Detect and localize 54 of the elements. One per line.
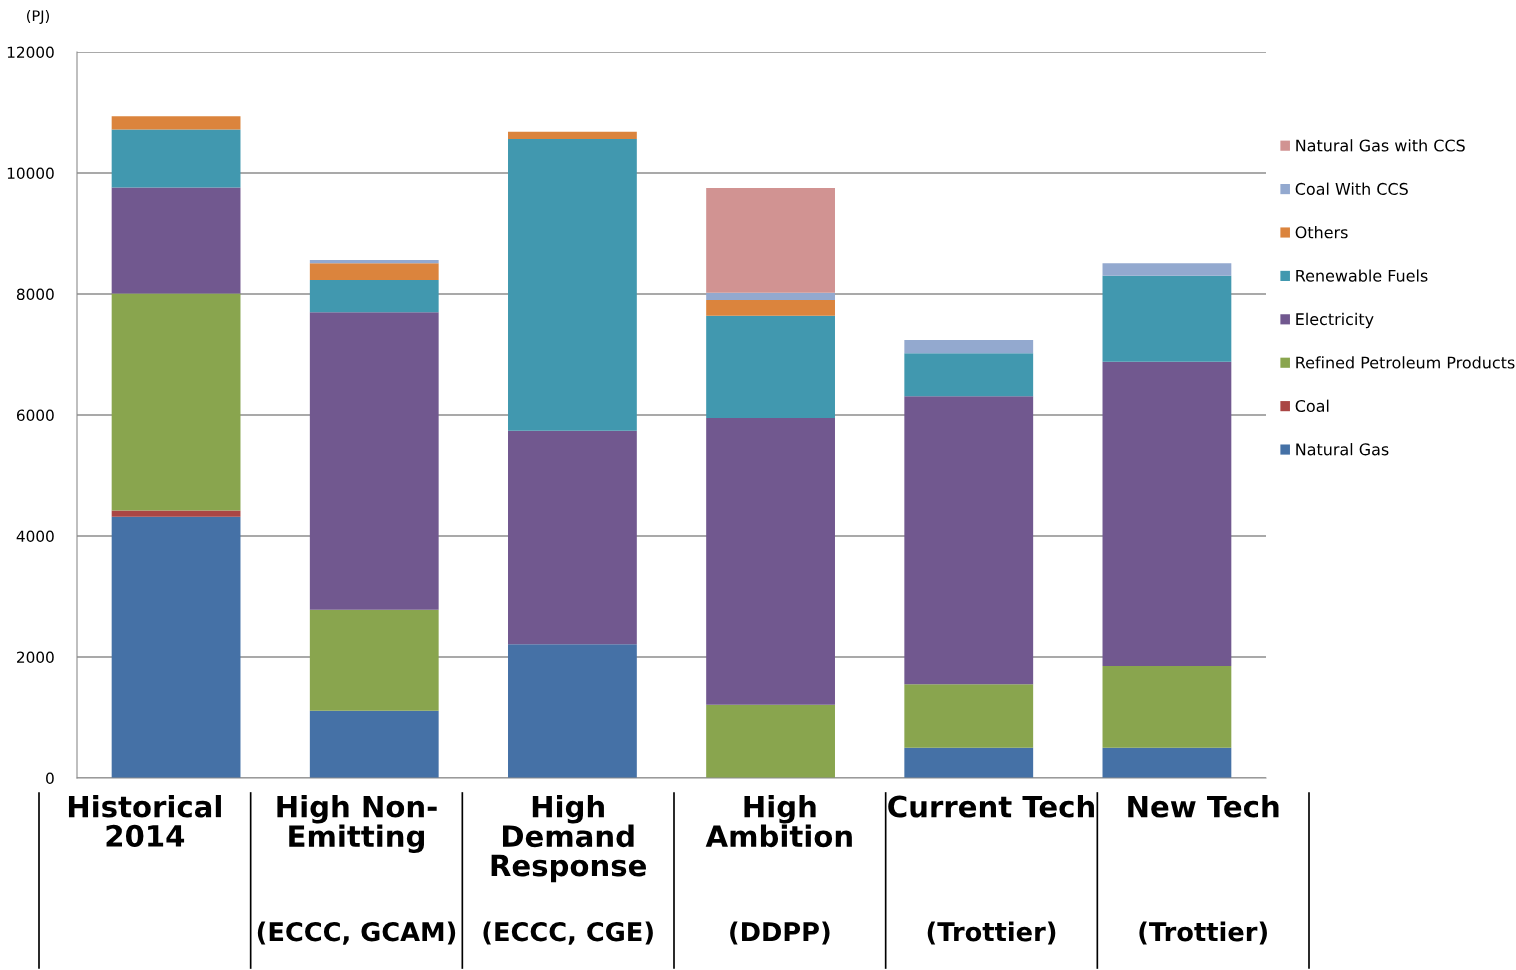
bar	[1102, 361, 1232, 667]
y-tick-label: 0	[46, 772, 54, 785]
y-tick-label: 6000	[16, 409, 54, 422]
bar	[309, 710, 439, 778]
bar	[904, 353, 1034, 397]
y-tick-label: 10000	[7, 167, 54, 180]
legend-label: Electricity	[1296, 312, 1374, 329]
bar	[111, 187, 241, 294]
bar	[1102, 263, 1232, 276]
category-label: High Non- Emitting (ECCC, GCAM)	[257, 795, 456, 945]
bar	[706, 188, 835, 293]
bar	[1102, 747, 1232, 778]
bar	[309, 263, 439, 281]
y-tick-label: 4000	[16, 530, 54, 543]
bar	[508, 430, 637, 645]
legend-label: Renewable Fuels	[1296, 269, 1428, 282]
category-label: Current Tech (Trottier)	[888, 795, 1094, 945]
bar	[904, 396, 1034, 685]
category-label: High Ambition (DDPP)	[705, 795, 852, 945]
legend-label: Natural Gas	[1296, 443, 1389, 456]
bar	[706, 292, 835, 301]
legend-label: Coal With CCS	[1295, 182, 1408, 195]
bar	[111, 510, 241, 517]
bar	[111, 516, 241, 778]
y-tick-label: 8000	[16, 288, 54, 301]
bar	[508, 644, 637, 778]
bar	[508, 139, 637, 431]
bar	[706, 300, 835, 316]
bar	[111, 129, 241, 188]
category-label: High Demand Response (ECCC, CGE)	[483, 795, 653, 945]
bar	[309, 312, 439, 610]
x-tick-label: Historical 2014	[68, 795, 221, 847]
bar	[1102, 275, 1232, 362]
bar	[309, 260, 439, 264]
legend-label: Natural Gas with CCS	[1296, 139, 1465, 152]
y-tick-label: 12000	[7, 46, 54, 59]
bar	[1102, 666, 1232, 748]
bar	[706, 315, 835, 419]
bar	[706, 418, 835, 705]
y-axis-title: (PJ)	[27, 9, 49, 24]
legend-label: Others	[1295, 226, 1348, 239]
legend-label: Coal	[1295, 399, 1329, 412]
bar	[904, 339, 1034, 354]
bar	[309, 280, 439, 313]
category-label: New Tech (Trottier)	[1128, 795, 1279, 945]
legend-label: Refined Petroleum Products	[1296, 356, 1515, 369]
bar	[706, 704, 835, 778]
bar	[904, 747, 1034, 778]
bar	[508, 131, 637, 140]
bar	[111, 293, 241, 511]
bar	[904, 684, 1034, 748]
bar	[309, 609, 439, 711]
bar	[111, 116, 241, 130]
y-tick-label: 2000	[17, 651, 54, 664]
